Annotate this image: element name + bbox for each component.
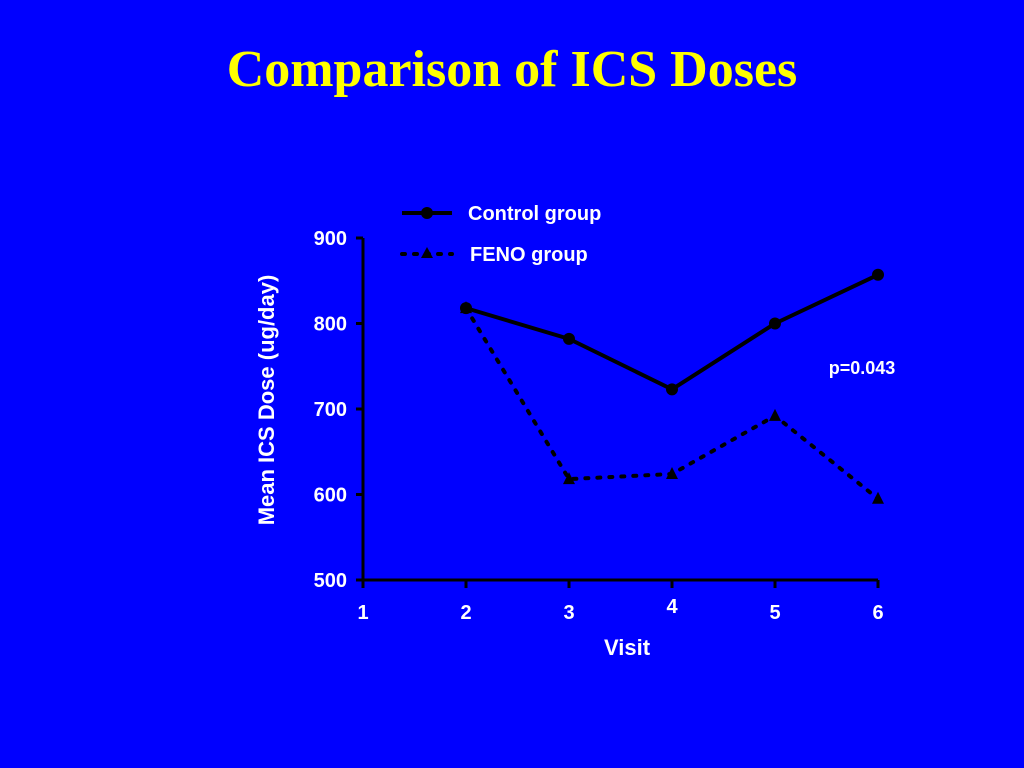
control-data-point xyxy=(666,383,678,396)
control-data-point xyxy=(563,332,575,345)
feno-data-point xyxy=(872,491,884,504)
y-tick-label: 700 xyxy=(314,399,347,421)
legend: Control group FENO group xyxy=(400,203,601,266)
p-value-annotation: p=0.043 xyxy=(829,358,896,378)
y-tick-label: 500 xyxy=(314,570,347,592)
y-axis-ticks: 500 600 700 800 900 xyxy=(314,228,363,592)
feno-data-point xyxy=(666,466,678,479)
y-tick-label: 600 xyxy=(314,485,347,507)
feno-data-point xyxy=(460,301,472,314)
control-data-point xyxy=(769,317,781,330)
y-axis-title: Mean ICS Dose (ug/day) xyxy=(254,275,279,526)
feno-data-point xyxy=(769,408,781,421)
x-axis-title: Visit xyxy=(604,635,651,660)
slide-title: Comparison of ICS Doses xyxy=(226,41,798,98)
series-layer xyxy=(460,268,884,504)
legend-control-marker xyxy=(421,207,433,219)
y-tick-label: 800 xyxy=(314,314,347,336)
x-tick-label: 3 xyxy=(563,602,574,624)
feno-data-point xyxy=(563,472,575,485)
series-line-control xyxy=(465,272,879,392)
x-tick-label: 6 xyxy=(872,602,883,624)
x-tick-label: 5 xyxy=(769,602,780,624)
legend-feno-marker xyxy=(421,247,433,258)
legend-feno-label: FENO group xyxy=(470,244,588,266)
y-tick-label: 900 xyxy=(314,228,347,250)
x-tick-label: 4 xyxy=(666,596,678,618)
control-data-point xyxy=(872,268,884,281)
x-axis-ticks: 1 2 3 4 5 6 xyxy=(357,580,884,624)
x-tick-label: 2 xyxy=(460,602,471,624)
legend-control-label: Control group xyxy=(468,203,601,225)
x-tick-label: 1 xyxy=(357,602,368,624)
